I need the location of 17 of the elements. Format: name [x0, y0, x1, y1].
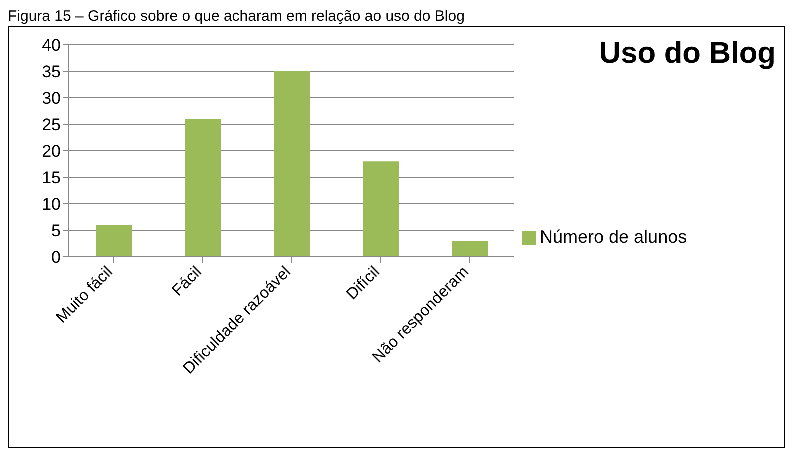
bar [274, 72, 310, 257]
y-tick-label: 25 [42, 116, 61, 135]
bar [452, 241, 488, 257]
y-tick-label: 30 [42, 89, 61, 108]
y-tick-label: 0 [52, 248, 61, 268]
legend-label: Número de alunos [540, 226, 688, 246]
bar [185, 119, 221, 257]
bar [96, 225, 132, 257]
y-tick-label: 5 [52, 222, 61, 241]
text: Uso do Blog [599, 37, 776, 71]
y-tick-label: 10 [42, 195, 61, 214]
bar [363, 162, 399, 257]
y-tick-label: 35 [42, 62, 61, 82]
text: Figura 15 – Gráfico sobre o que acharam em relação ao uso do Blog [8, 8, 466, 26]
y-tick-label: 20 [42, 142, 61, 162]
y-tick-label: 15 [42, 168, 61, 188]
y-tick-label: 40 [42, 36, 61, 56]
